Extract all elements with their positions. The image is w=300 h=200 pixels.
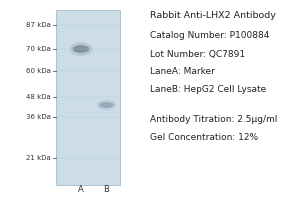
- Ellipse shape: [70, 42, 92, 56]
- Text: Rabbit Anti-LHX2 Antibody: Rabbit Anti-LHX2 Antibody: [150, 10, 276, 20]
- Text: 60 kDa: 60 kDa: [26, 68, 51, 74]
- Ellipse shape: [99, 102, 114, 108]
- Text: LaneB: HepG2 Cell Lysate: LaneB: HepG2 Cell Lysate: [150, 85, 266, 94]
- Ellipse shape: [73, 45, 89, 53]
- Ellipse shape: [96, 100, 117, 110]
- Text: B: B: [103, 184, 109, 194]
- Text: 21 kDa: 21 kDa: [26, 155, 51, 161]
- Text: 87 kDa: 87 kDa: [26, 22, 51, 28]
- FancyBboxPatch shape: [56, 10, 120, 185]
- Text: Antibody Titration: 2.5μg/ml: Antibody Titration: 2.5μg/ml: [150, 116, 278, 124]
- Text: Gel Concentration: 12%: Gel Concentration: 12%: [150, 134, 258, 142]
- Text: 70 kDa: 70 kDa: [26, 46, 51, 52]
- Text: 36 kDa: 36 kDa: [26, 114, 51, 120]
- Text: LaneA: Marker: LaneA: Marker: [150, 68, 215, 76]
- Text: Lot Number: QC7891: Lot Number: QC7891: [150, 49, 245, 58]
- Text: 48 kDa: 48 kDa: [26, 94, 51, 100]
- Text: A: A: [78, 184, 84, 194]
- Text: Catalog Number: P100884: Catalog Number: P100884: [150, 31, 269, 40]
